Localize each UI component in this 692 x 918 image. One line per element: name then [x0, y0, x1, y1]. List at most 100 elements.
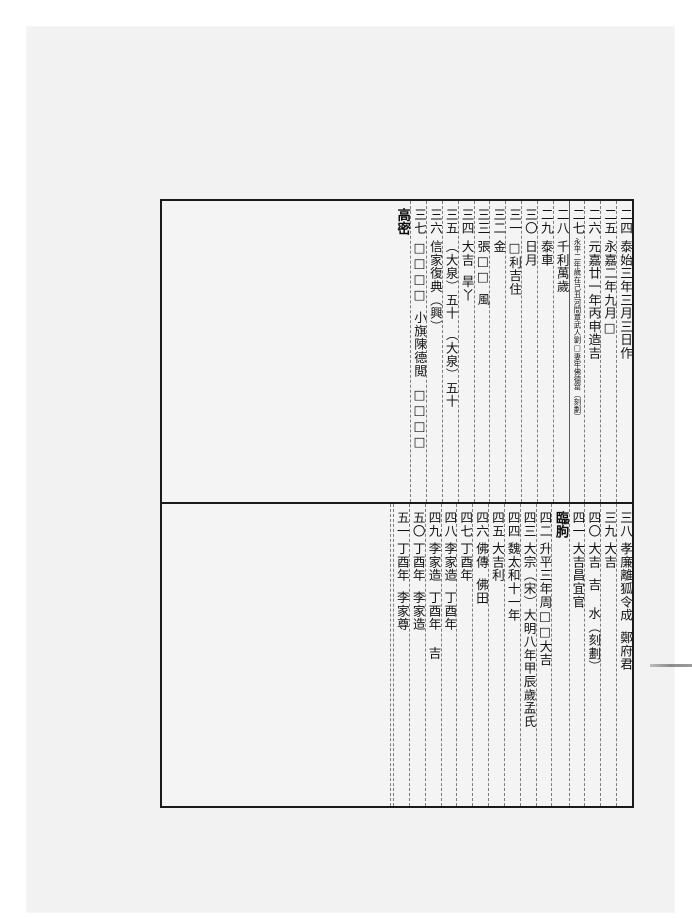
entry-text-secondary: 丁酉年 吉 [426, 590, 442, 660]
entry-number: 三六 [427, 208, 443, 235]
entry-number: 三九 [602, 510, 618, 538]
entry-column[interactable]: 五〇 丁酉年 李家造 [408, 503, 426, 806]
entry-column[interactable]: 三一 □利吉住 [505, 201, 523, 502]
entry-text: 李家造 [426, 542, 442, 582]
section-heading-gaomi: 高密 [394, 201, 410, 502]
entry-column[interactable]: 二八 千利萬歲 [552, 201, 570, 502]
entry-text-secondary: 旱丫 [459, 275, 475, 302]
entry-text: 魏太和十一年 [505, 542, 521, 622]
entry-text: 丁酉年 [410, 542, 426, 582]
entry-number: 三四 [459, 208, 475, 235]
entry-text-secondary: 鄭府君 [618, 630, 632, 671]
entry-number: 四八 [442, 510, 458, 538]
entry-number: 五〇 [410, 510, 426, 538]
entry-text: 千利萬歲 [554, 239, 570, 293]
entry-text: 大吉昌宜官 [570, 542, 586, 609]
entry-column[interactable]: 四七 丁酉年 [456, 503, 474, 806]
entry-text: 孝廉離狐令成 [618, 542, 632, 622]
entry-column[interactable]: 五一 丁酉年 李家尊 [392, 503, 410, 806]
entry-column[interactable]: 三六 信家復典（興） [426, 201, 443, 502]
scan-artifact-mark [650, 664, 692, 667]
entry-number: 四七 [458, 510, 474, 538]
entry-text-secondary: 丁酉年 [442, 590, 458, 631]
entry-number: 四九 [426, 510, 442, 538]
entry-text: 永嘉二年九月□ [602, 239, 618, 336]
section-linqu: 三八 孝廉離狐令成 鄭府君 三九 大吉 四〇 大吉 吉 水（刻劃） 四一 大吉昌… [162, 503, 632, 806]
entry-column[interactable]: 二七 永平二年歲在己丑河間章武人劉□妻牢佛德窰（刻劃） [568, 201, 586, 502]
section-heading-linqu: 臨朐 [551, 503, 569, 806]
entry-text: 金 [491, 239, 507, 253]
entry-text: 丁酉年 [394, 542, 410, 582]
entry-text: 大宗（宋）大明八年甲辰歲孟氏 [521, 542, 537, 729]
scanned-page-sheet: 二四 泰始三年三月三日作 二五 永嘉二年九月□ 二六 元嘉廿一年丙申造吉 二七 … [27, 27, 692, 912]
entry-text: 張□□ [475, 239, 491, 285]
entry-column[interactable]: 四〇 大吉 吉 水（刻劃） [584, 503, 602, 806]
entry-column[interactable]: 三五 （大泉）五十 （大泉）五十 [441, 201, 459, 502]
entry-column[interactable]: 四三 大宗（宋）大明八年甲辰歲孟氏 [519, 503, 537, 806]
entry-number: 四一 [570, 510, 586, 538]
entry-text: 泰車 [538, 239, 554, 267]
entry-text-secondary: 小旗陳德閲 [412, 311, 428, 378]
entry-column[interactable]: 三〇 日月 [521, 201, 538, 502]
entry-number: 三一 [507, 208, 523, 235]
section-heading-label: 高密 [394, 208, 411, 236]
entry-column[interactable]: 四九 李家造 丁酉年 吉 [424, 503, 442, 806]
entry-text: 大吉利 [489, 542, 505, 582]
entry-number: 二七 [570, 208, 586, 235]
entry-number: 三七 [412, 208, 428, 235]
section-gaomi: 二四 泰始三年三月三日作 二五 永嘉二年九月□ 二六 元嘉廿一年丙申造吉 二七 … [162, 201, 632, 504]
entry-text: 大吉 [586, 542, 602, 569]
entry-number: 三八 [618, 510, 632, 538]
entry-text: （大泉）五十 [443, 239, 459, 320]
entry-number: 三二 [491, 208, 507, 235]
entry-column[interactable]: 四二 升平三年周□□大吉 [535, 503, 553, 806]
entry-number: 二四 [618, 208, 632, 235]
entry-text: 佛傳 [474, 542, 490, 569]
rubbing-index-table: 二四 泰始三年三月三日作 二五 永嘉二年九月□ 二六 元嘉廿一年丙申造吉 二七 … [160, 199, 634, 808]
entry-number: 四四 [505, 510, 521, 538]
entry-number: 二五 [602, 208, 618, 235]
entry-number: 三三 [475, 208, 491, 235]
entry-column[interactable]: 三三 張□□ 風 [473, 201, 491, 502]
entry-text-secondary: 李家造 [410, 590, 426, 631]
entry-text: 大吉 [459, 239, 475, 267]
entry-number: 二六 [586, 208, 602, 235]
entry-column[interactable]: 四四 魏太和十一年 [503, 503, 521, 806]
entry-number: 五一 [394, 510, 410, 538]
entry-number: 二九 [538, 208, 554, 235]
entry-column[interactable]: 二四 泰始三年三月三日作 [616, 201, 632, 502]
entry-column[interactable]: 二五 永嘉二年九月□ [600, 201, 618, 502]
entry-number: 三五 [443, 208, 459, 235]
entry-column[interactable]: 三八 孝廉離狐令成 鄭府君 [616, 503, 632, 806]
entry-text: 日月 [522, 239, 538, 267]
entry-column[interactable]: 二九 泰車 [536, 201, 554, 502]
entry-text: 信家復典（興） [427, 239, 443, 333]
entry-text: □□□□ [412, 239, 428, 303]
entry-text-secondary: （大泉）五十 [443, 328, 459, 409]
entry-number: 二八 [554, 208, 570, 235]
section-heading-label: 臨朐 [552, 510, 569, 539]
entry-column[interactable]: 三二 金 [489, 201, 507, 502]
entry-column[interactable]: 三九 大吉 [600, 503, 618, 806]
entry-text-tertiary: □□□□ [412, 386, 428, 450]
entry-text-secondary: 吉 水（刻劃） [586, 577, 602, 674]
entry-column[interactable]: 四六 佛傳 佛田 [472, 503, 490, 806]
entry-column[interactable]: 二六 元嘉廿一年丙申造吉 [584, 201, 602, 502]
entry-number: 四五 [489, 510, 505, 538]
entry-text: 升平三年周□□大吉 [537, 542, 553, 667]
entry-column[interactable]: 三四 大吉 旱丫 [457, 201, 475, 502]
entry-text: 泰始三年三月三日作 [618, 239, 632, 360]
entry-column[interactable]: 四五 大吉利 [488, 503, 505, 806]
entry-column[interactable]: 四八 李家造 丁酉年 [440, 503, 458, 806]
entry-text: □利吉住 [507, 239, 523, 296]
entry-number: 四二 [537, 510, 553, 538]
entry-text: 大吉 [602, 542, 618, 569]
blank-column [389, 503, 393, 806]
entry-text-secondary: 風 [475, 293, 491, 307]
entry-number: 三〇 [522, 208, 538, 235]
entry-text: 李家造 [442, 542, 458, 582]
entry-column[interactable]: 四一 大吉昌宜官 [568, 503, 586, 806]
entry-text: 丁酉年 [458, 542, 474, 582]
entry-column[interactable]: 三七 □□□□ 小旗陳德閲 □□□□ [410, 201, 428, 502]
entry-annotation: 永平二年歲在己丑河間章武人劉□妻牢佛德窰（刻劃） [572, 237, 582, 421]
